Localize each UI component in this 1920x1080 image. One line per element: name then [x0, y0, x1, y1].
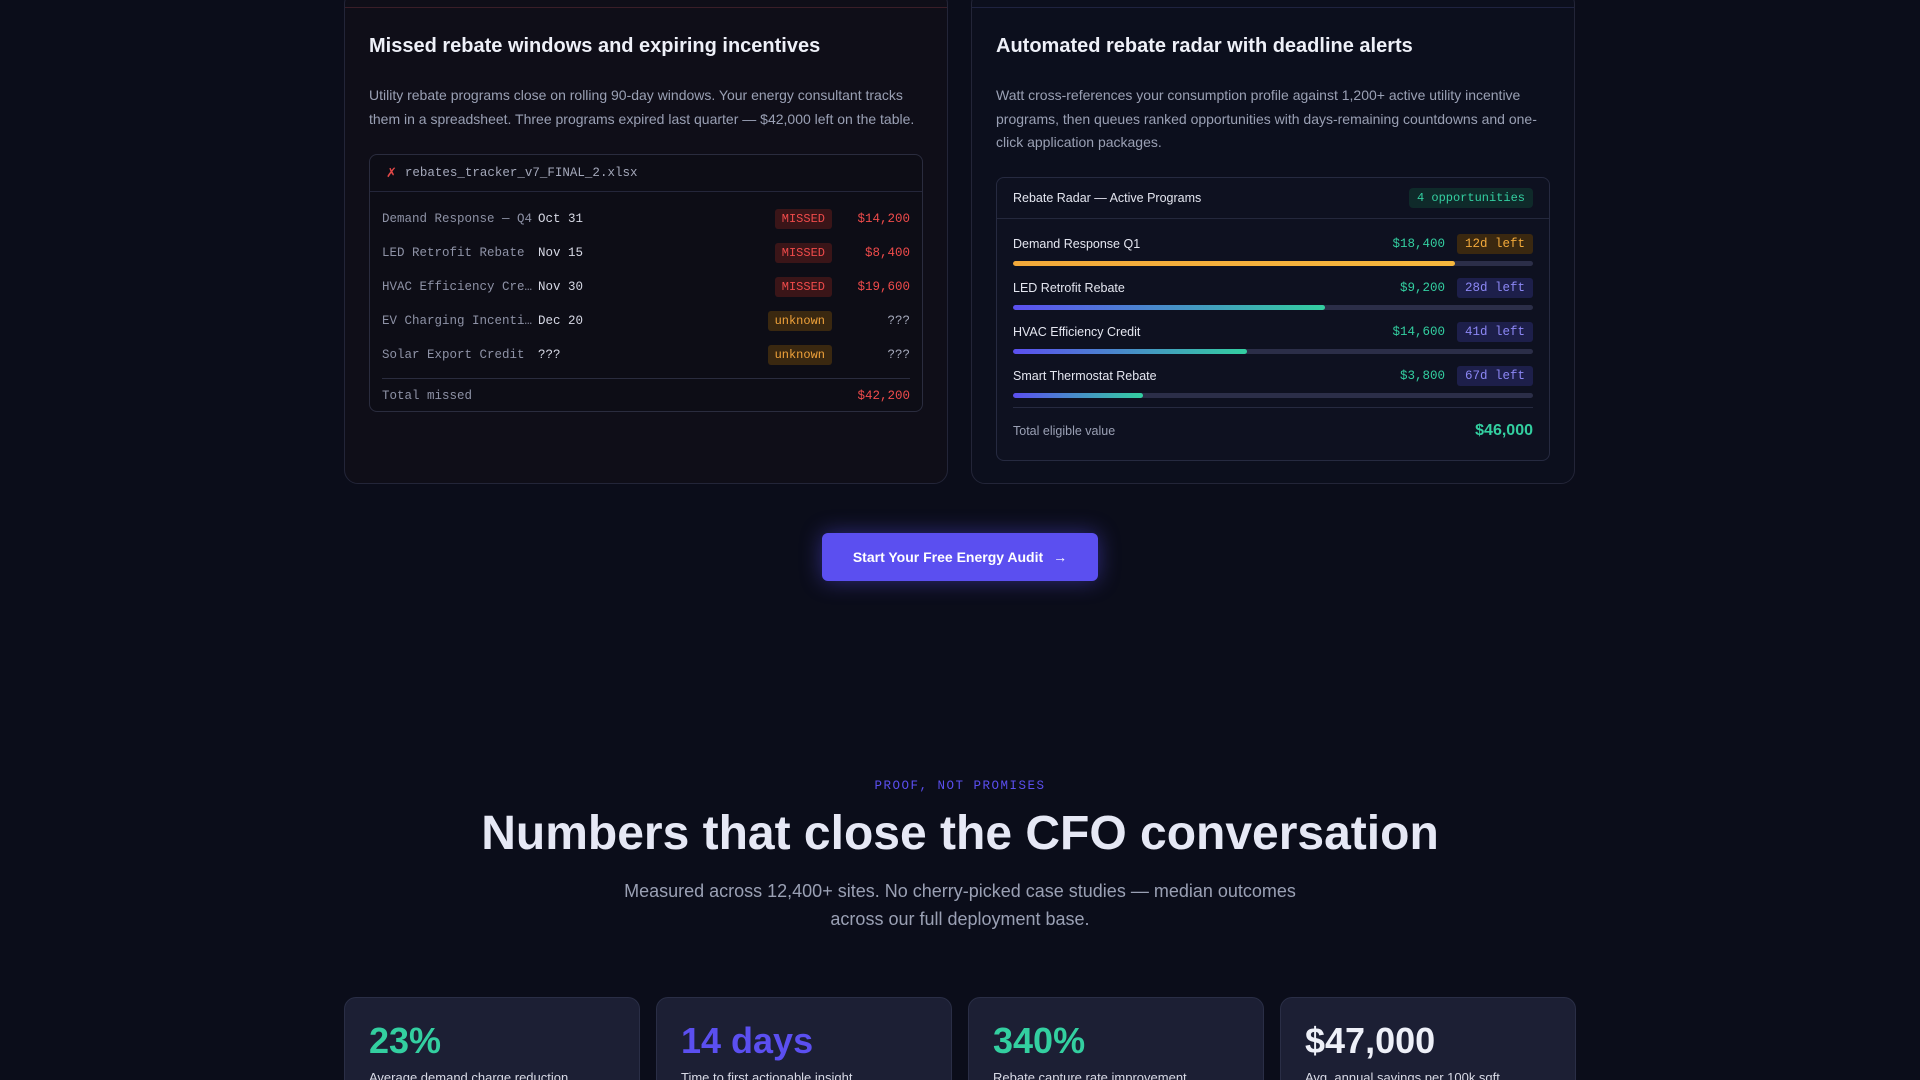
- progress-track: [1013, 261, 1533, 266]
- rebate-radar-panel: Rebate Radar — Active Programs 4 opportu…: [996, 177, 1550, 461]
- total-eligible-label: Total eligible value: [1013, 423, 1116, 438]
- days-left-badge: 41d left: [1456, 322, 1533, 342]
- opportunity-header: Demand Response Q1 $18,400 12d left: [1013, 231, 1533, 257]
- opportunity-header: HVAC Efficiency Credit $14,600 41d left: [1013, 319, 1533, 345]
- progress-fill: [1013, 261, 1455, 266]
- solution-description: Watt cross-references your consumption p…: [996, 87, 1537, 150]
- opportunity-name: HVAC Efficiency Credit: [1013, 325, 1141, 339]
- radar-opportunity[interactable]: Demand Response Q1 $18,400 12d left: [1013, 231, 1533, 275]
- progress-fill: [1013, 349, 1247, 354]
- progress-track: [1013, 349, 1533, 354]
- program-deadline: Dec 20: [538, 314, 584, 328]
- radar-opportunity[interactable]: Smart Thermostat Rebate $3,800 67d left: [1013, 363, 1533, 407]
- stat-value: 14 days: [681, 1020, 814, 1061]
- opportunity-value: $3,800: [1399, 369, 1445, 383]
- status-badge: MISSED: [774, 277, 832, 297]
- program-name: LED Retrofit Rebate: [382, 246, 525, 260]
- program-amount: $14,200: [857, 212, 910, 226]
- opportunities-badge: 4 opportunities: [1408, 188, 1533, 208]
- opportunity-value: $18,400: [1392, 237, 1445, 251]
- progress-track: [1013, 393, 1533, 398]
- radar-opportunity[interactable]: LED Retrofit Rebate $9,200 28d left: [1013, 275, 1533, 319]
- status-badge: unknown: [767, 311, 832, 331]
- stat-caption: Rebate capture rate improvement: [993, 1070, 1187, 1080]
- stat-value: 340%: [993, 1020, 1086, 1061]
- opportunity-value: $9,200: [1399, 281, 1445, 295]
- solution-title: Automated rebate radar with deadline ale…: [996, 35, 1413, 57]
- program-name: EV Charging Incentive: [382, 314, 538, 328]
- spreadsheet-row: Demand Response — Q4 Oct 31 MISSED $14,200: [382, 202, 910, 236]
- arrow-right-icon: →: [1053, 549, 1068, 565]
- program-amount: ???: [887, 348, 910, 362]
- section-eyebrow: PROOF, NOT PROMISES: [874, 779, 1046, 793]
- stat-caption: Avg. annual savings per 100k sqft: [1305, 1070, 1500, 1080]
- days-left-badge: 67d left: [1456, 366, 1533, 386]
- spreadsheet-panel: ✗ rebates_tracker_v7_FINAL_2.xlsx Demand…: [369, 154, 923, 412]
- days-left-badge: 28d left: [1456, 278, 1533, 298]
- program-name: Demand Response — Q4: [382, 212, 533, 226]
- opportunity-value: $14,600: [1392, 325, 1445, 339]
- total-eligible-value: $46,000: [1475, 421, 1533, 439]
- problem-card: Missed rebate windows and expiring incen…: [344, 0, 948, 484]
- total-missed-label: Total missed: [382, 388, 473, 403]
- program-deadline: Nov 15: [538, 246, 584, 260]
- opportunity-header: LED Retrofit Rebate $9,200 28d left: [1013, 275, 1533, 301]
- radar-title: Rebate Radar — Active Programs: [1013, 191, 1202, 205]
- radar-list: Demand Response Q1 $18,400 12d left LED Ret…: [997, 219, 1549, 407]
- days-left-badge: 12d left: [1456, 234, 1533, 254]
- stat-value: $47,000: [1305, 1020, 1436, 1061]
- radar-header: Rebate Radar — Active Programs 4 opportu…: [997, 178, 1549, 219]
- spreadsheet-row: LED Retrofit Rebate Nov 15 MISSED $8,400: [382, 236, 910, 270]
- progress-fill: [1013, 393, 1143, 398]
- x-icon: ✗: [386, 165, 397, 181]
- progress-track: [1013, 305, 1533, 310]
- status-badge: MISSED: [774, 243, 832, 263]
- opportunity-name: LED Retrofit Rebate: [1013, 281, 1125, 295]
- stat-caption: Average demand charge reduction: [369, 1070, 569, 1080]
- spreadsheet-rows: Demand Response — Q4 Oct 31 MISSED $14,200 L…: [370, 192, 922, 372]
- stat-value: 23%: [369, 1020, 442, 1061]
- stat-card: 23% Average demand charge reduction: [344, 997, 640, 1080]
- program-deadline: Oct 31: [538, 212, 584, 226]
- stat-card: 14 days Time to first actionable insight: [656, 997, 952, 1080]
- spreadsheet-header: ✗ rebates_tracker_v7_FINAL_2.xlsx: [370, 155, 922, 192]
- opportunity-header: Smart Thermostat Rebate $3,800 67d left: [1013, 363, 1533, 389]
- problem-title: Missed rebate windows and expiring incen…: [369, 35, 821, 57]
- start-free-audit-button[interactable]: Start Your Free Energy Audit →: [822, 533, 1098, 581]
- status-badge: unknown: [767, 345, 832, 365]
- progress-fill: [1013, 305, 1325, 310]
- solution-card: Automated rebate radar with deadline ale…: [971, 0, 1575, 484]
- program-deadline: Nov 30: [538, 280, 584, 294]
- opportunity-name: Demand Response Q1: [1013, 237, 1141, 251]
- program-name: Solar Export Credit: [382, 348, 525, 362]
- program-amount: ???: [887, 314, 910, 328]
- spreadsheet-filename: rebates_tracker_v7_FINAL_2.xlsx: [404, 166, 638, 180]
- status-badge: MISSED: [774, 209, 832, 229]
- program-deadline: ???: [538, 348, 561, 362]
- stat-card: 340% Rebate capture rate improvement: [968, 997, 1264, 1080]
- card-top-divider: [345, 7, 947, 8]
- section-headline: Numbers that close the CFO conversation: [481, 807, 1439, 860]
- program-name: HVAC Efficiency Credit: [382, 280, 538, 294]
- total-missed-value: $42,200: [857, 388, 910, 403]
- spreadsheet-total-row: Total missed $42,200: [382, 378, 910, 412]
- spreadsheet-row: HVAC Efficiency Credit Nov 30 MISSED $19,60…: [382, 270, 910, 304]
- spreadsheet-row: EV Charging Incentive Dec 20 unknown???: [382, 304, 910, 338]
- radar-opportunity[interactable]: HVAC Efficiency Credit $14,600 41d left: [1013, 319, 1533, 363]
- cta-label: Start Your Free Energy Audit: [852, 549, 1044, 565]
- spreadsheet-row: Solar Export Credit??? unknown???: [382, 338, 910, 372]
- radar-total-row: Total eligible value $46,000: [1013, 407, 1533, 453]
- opportunity-name: Smart Thermostat Rebate: [1013, 369, 1157, 383]
- problem-description: Utility rebate programs close on rolling…: [369, 87, 915, 127]
- card-top-divider: [972, 7, 1574, 8]
- program-amount: $19,600: [857, 280, 910, 294]
- stat-card: $47,000 Avg. annual savings per 100k sqft: [1280, 997, 1576, 1080]
- stat-caption: Time to first actionable insight: [681, 1070, 853, 1080]
- program-amount: $8,400: [864, 246, 910, 260]
- section-subhead: Measured across 12,400+ sites. No cherry…: [624, 881, 1296, 929]
